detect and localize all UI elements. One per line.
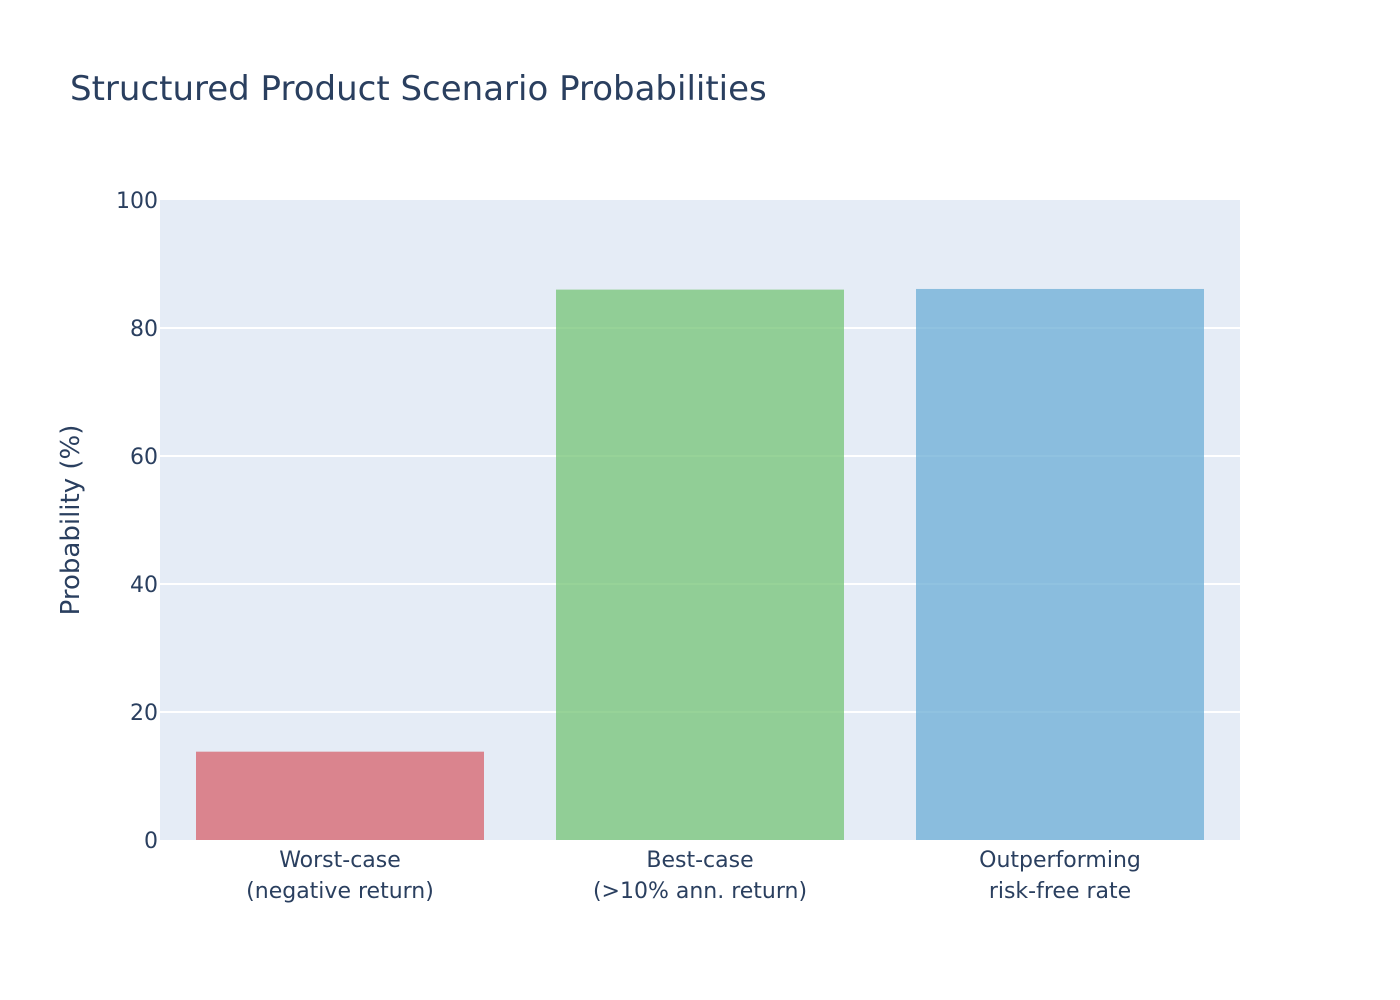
bar-series <box>196 288 1204 841</box>
x-category-label: Best-case <box>646 848 753 873</box>
x-category-label: risk-free rate <box>989 879 1131 904</box>
x-category-label: Outperforming <box>979 848 1141 873</box>
y-tick-label: 60 <box>130 445 158 470</box>
bar-2 <box>916 288 1204 841</box>
y-axis-ticks: 0 20 40 60 80 100 <box>116 189 158 854</box>
y-tick-label: 80 <box>130 317 158 342</box>
y-axis-label: Probability (%) <box>56 425 86 616</box>
bar-1 <box>556 289 844 841</box>
y-tick-label: 40 <box>130 573 158 598</box>
y-tick-label: 0 <box>144 829 158 854</box>
x-category-label: (negative return) <box>246 879 434 904</box>
y-tick-label: 100 <box>116 189 158 214</box>
x-category-label: Worst-case <box>279 848 401 873</box>
y-tick-label: 20 <box>130 701 158 726</box>
x-category-label: (>10% ann. return) <box>593 879 807 904</box>
bar-0 <box>196 751 484 840</box>
chart-title: Structured Product Scenario Probabilitie… <box>70 69 767 109</box>
x-axis-categories: Worst-case (negative return) Best-case (>10… <box>246 848 1141 904</box>
